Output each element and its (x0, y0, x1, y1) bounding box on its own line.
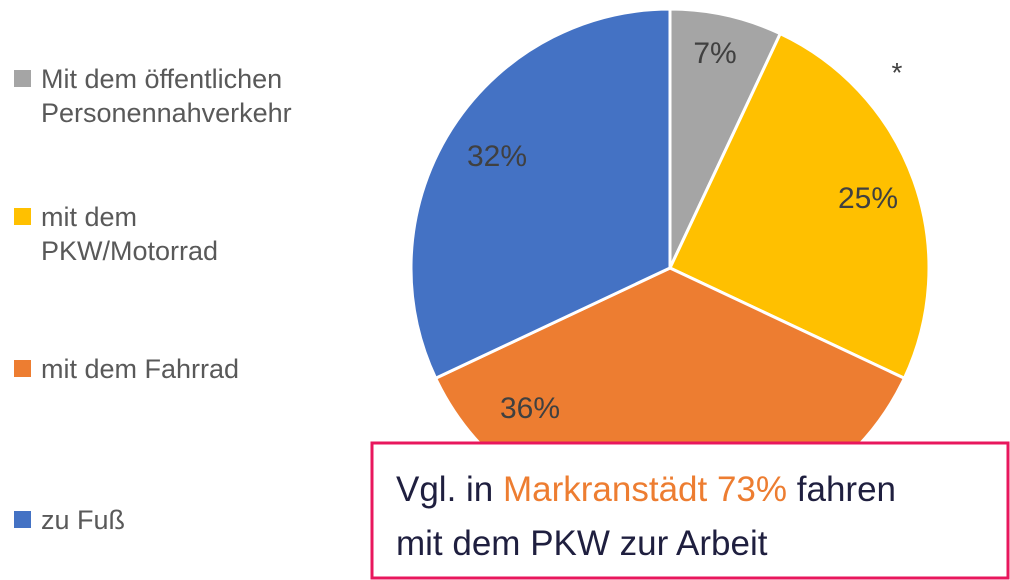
pie-slice (668, 7, 783, 269)
annotation-part: Vgl. in (396, 470, 503, 509)
legend-swatch (14, 511, 31, 528)
legend-label: zu Fuß (41, 505, 126, 535)
marker: * (892, 57, 903, 88)
annotation-part: Markranstädt 73% (503, 470, 787, 509)
pie-slice (409, 7, 672, 381)
legend-item: mit dem PKW/Motorrad (14, 200, 324, 268)
data-label: 25% (838, 182, 898, 215)
annotation-part: fahren (787, 470, 896, 509)
legend-swatch (14, 208, 31, 225)
annotation-text: mit dem PKW zur Arbeit (396, 524, 768, 563)
legend-swatch (14, 360, 31, 377)
legend-label: mit dem Fahrrad (41, 354, 240, 384)
annotation-text: Vgl. in Markranstädt 73% fahren (396, 470, 896, 509)
annotation-part: mit dem PKW zur Arbeit (396, 524, 768, 563)
data-label: 32% (467, 140, 527, 173)
legend-swatch (14, 70, 31, 87)
data-label: 36% (500, 392, 560, 425)
legend-item: zu Fuß (14, 503, 324, 537)
legend-item: Mit dem öffentlichen Personennahverkehr (14, 62, 324, 130)
annotation-box (370, 441, 1010, 580)
pie-slice (668, 31, 931, 381)
legend-item: mit dem Fahrrad (14, 352, 324, 386)
legend-label: Mit dem öffentlichen Personennahverkehr (41, 64, 292, 128)
data-label: 7% (693, 37, 736, 70)
legend-label: mit dem PKW/Motorrad (41, 202, 219, 266)
